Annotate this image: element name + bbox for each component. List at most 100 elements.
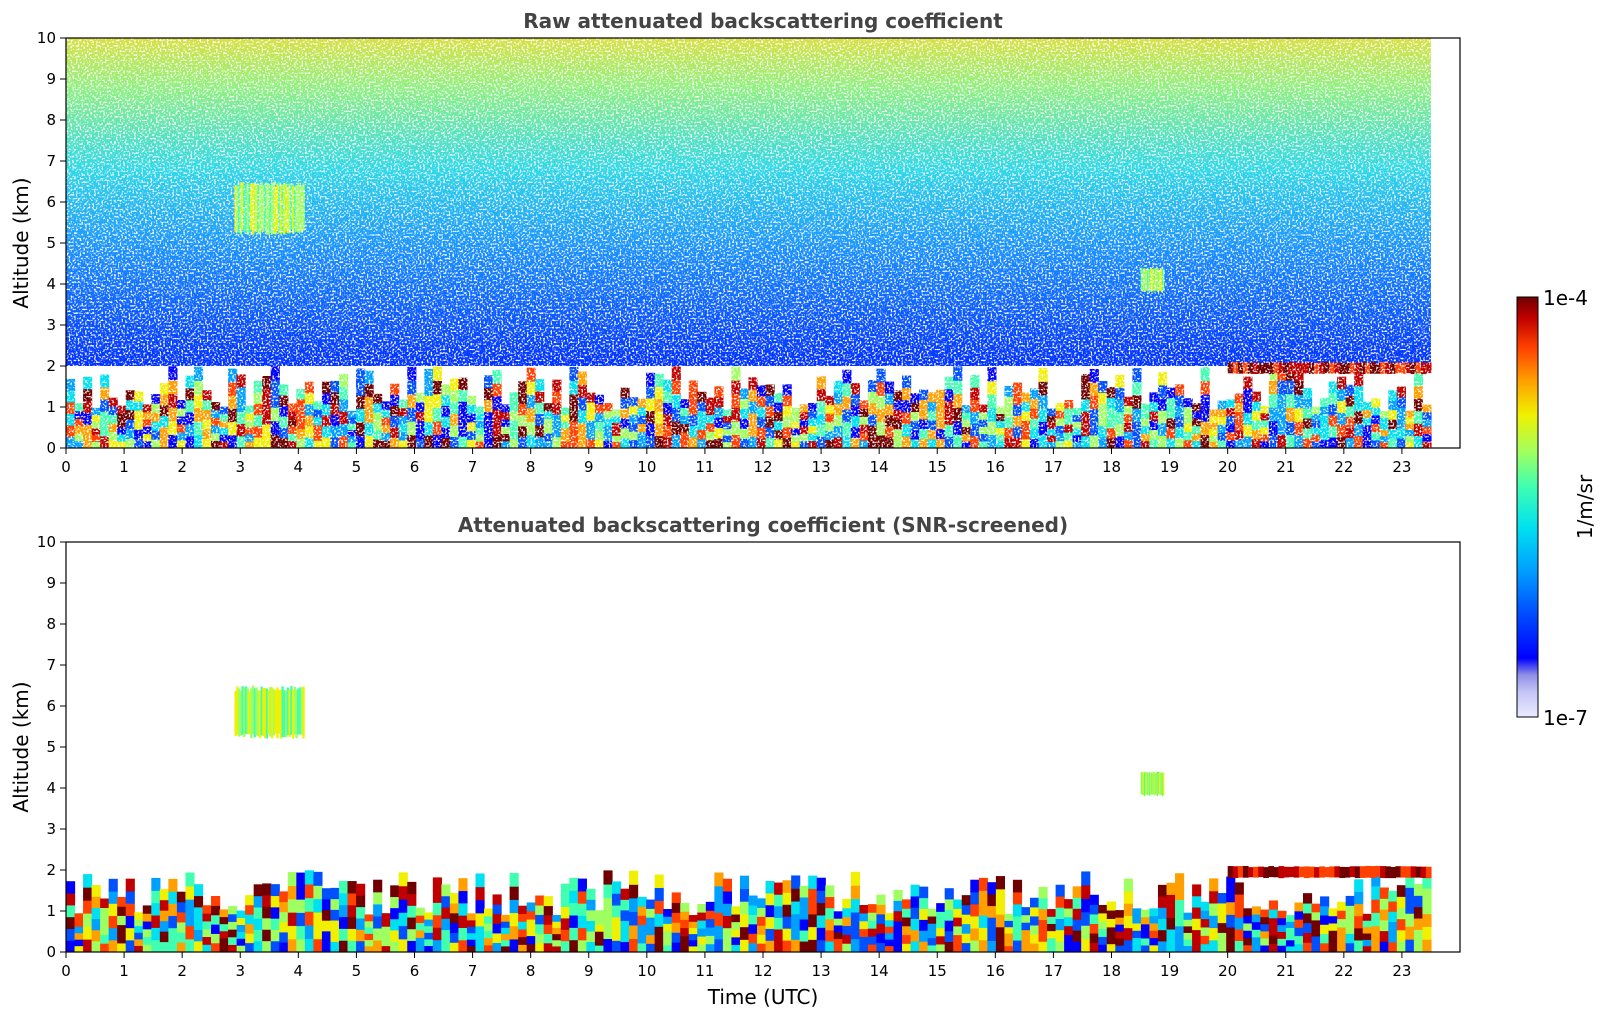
heatmap-cell [1226,926,1236,941]
heatmap-cell [859,905,869,914]
heatmap-cell [995,939,1006,952]
heatmap-cell [211,914,221,925]
heatmap-cell [492,904,502,915]
heatmap-cell [1192,918,1202,931]
heatmap-cell [449,942,460,952]
heatmap-cell [1337,918,1347,928]
heatmap-cell [876,904,886,915]
heatmap-cell [799,896,809,909]
heatmap-cell [850,898,860,913]
heatmap-cell [1140,930,1151,939]
heatmap-cell [466,945,477,952]
heatmap-cell [432,902,442,916]
heatmap-cell [1258,866,1264,878]
heatmap-cell [603,924,613,939]
heatmap-cell [501,945,511,952]
heatmap-cell [1268,866,1275,878]
heatmap-cell [978,877,988,891]
heatmap-cell [731,944,741,952]
heatmap-cell [1123,878,1133,892]
x-tick-label: 8 [526,458,536,476]
chart-title: Attenuated backscattering coefficient (S… [458,513,1068,537]
heatmap-cell [910,895,920,908]
heatmap-cell [1209,902,1219,916]
heatmap-cell [671,942,681,952]
heatmap-cell [1319,866,1325,878]
x-tick-label: 14 [870,962,889,980]
heatmap-cell [748,895,758,906]
heatmap-cell [236,931,246,939]
heatmap-cell [722,890,733,904]
heatmap-cell [757,925,767,935]
heatmap-cell [577,915,587,929]
heatmap-cell [757,907,767,917]
heatmap-cell [987,905,997,918]
heatmap-cell [1115,931,1125,939]
heatmap-cell [176,931,187,943]
y-tick-label: 2 [46,357,56,375]
heatmap-cell [688,915,698,922]
heatmap-cell [1288,866,1295,878]
heatmap-cell [1263,867,1269,879]
heatmap-cell [936,911,946,921]
heatmap-cell [543,942,553,952]
heatmap-cell [1302,942,1313,952]
heatmap-cell [1422,926,1432,940]
heatmap-cell [1106,918,1116,928]
heatmap-cell [296,925,306,940]
heatmap-cell [1405,913,1415,927]
heatmap-cell [1012,879,1023,893]
heatmap-cell [304,897,314,912]
heatmap-cell [267,690,270,734]
heatmap-cell [1055,929,1065,942]
heatmap-cell [995,876,1006,890]
heatmap-cell [697,911,707,921]
heatmap-cell [1098,936,1108,945]
heatmap-cell [919,941,929,952]
colorbar-gradient [1516,296,1539,718]
heatmap-cell [302,686,305,739]
heatmap-cell [1268,900,1279,910]
x-tick-label: 2 [177,458,187,476]
heatmap-cell [1328,944,1338,952]
heatmap-cell [432,877,442,891]
heatmap-cell [1339,866,1346,878]
heatmap-cell [953,917,963,927]
heatmap-cell [722,939,733,952]
heatmap-cell [680,919,690,929]
heatmap-cell [893,900,903,912]
heatmap-cell [1115,924,1125,932]
heatmap-cell [293,686,297,735]
heatmap-cell [1415,866,1422,878]
heatmap-cell [569,877,579,891]
heatmap-cell [526,918,536,928]
heatmap-cell [1260,916,1270,925]
heatmap-cell [594,924,605,932]
heatmap-cell [176,921,187,933]
heatmap-cell [705,943,715,952]
heatmap-cell [509,899,519,914]
heatmap-cell [1294,935,1304,945]
heatmap-cell [236,686,239,735]
heatmap-cell [1234,928,1244,942]
heatmap-cell [381,919,391,927]
heatmap-cell [910,884,920,897]
heatmap-cell [117,924,127,935]
heatmap-cell [1055,907,1065,919]
heatmap-cell [825,929,835,942]
heatmap-cell [338,928,349,941]
heatmap-cell [300,687,303,736]
heatmap-cell [458,927,468,941]
heatmap-cell [1038,930,1048,942]
heatmap-cell [142,913,152,922]
x-tick-label: 3 [235,962,245,980]
heatmap-cell [262,906,272,919]
heatmap-cell [270,884,280,897]
heatmap-cell [219,923,229,932]
heatmap-cell [1285,939,1296,947]
heatmap-cell [1192,895,1202,908]
heatmap-cell [296,872,306,887]
heatmap-cell [1115,945,1125,952]
heatmap-cell [1227,866,1234,878]
heatmap-cell [646,917,656,927]
